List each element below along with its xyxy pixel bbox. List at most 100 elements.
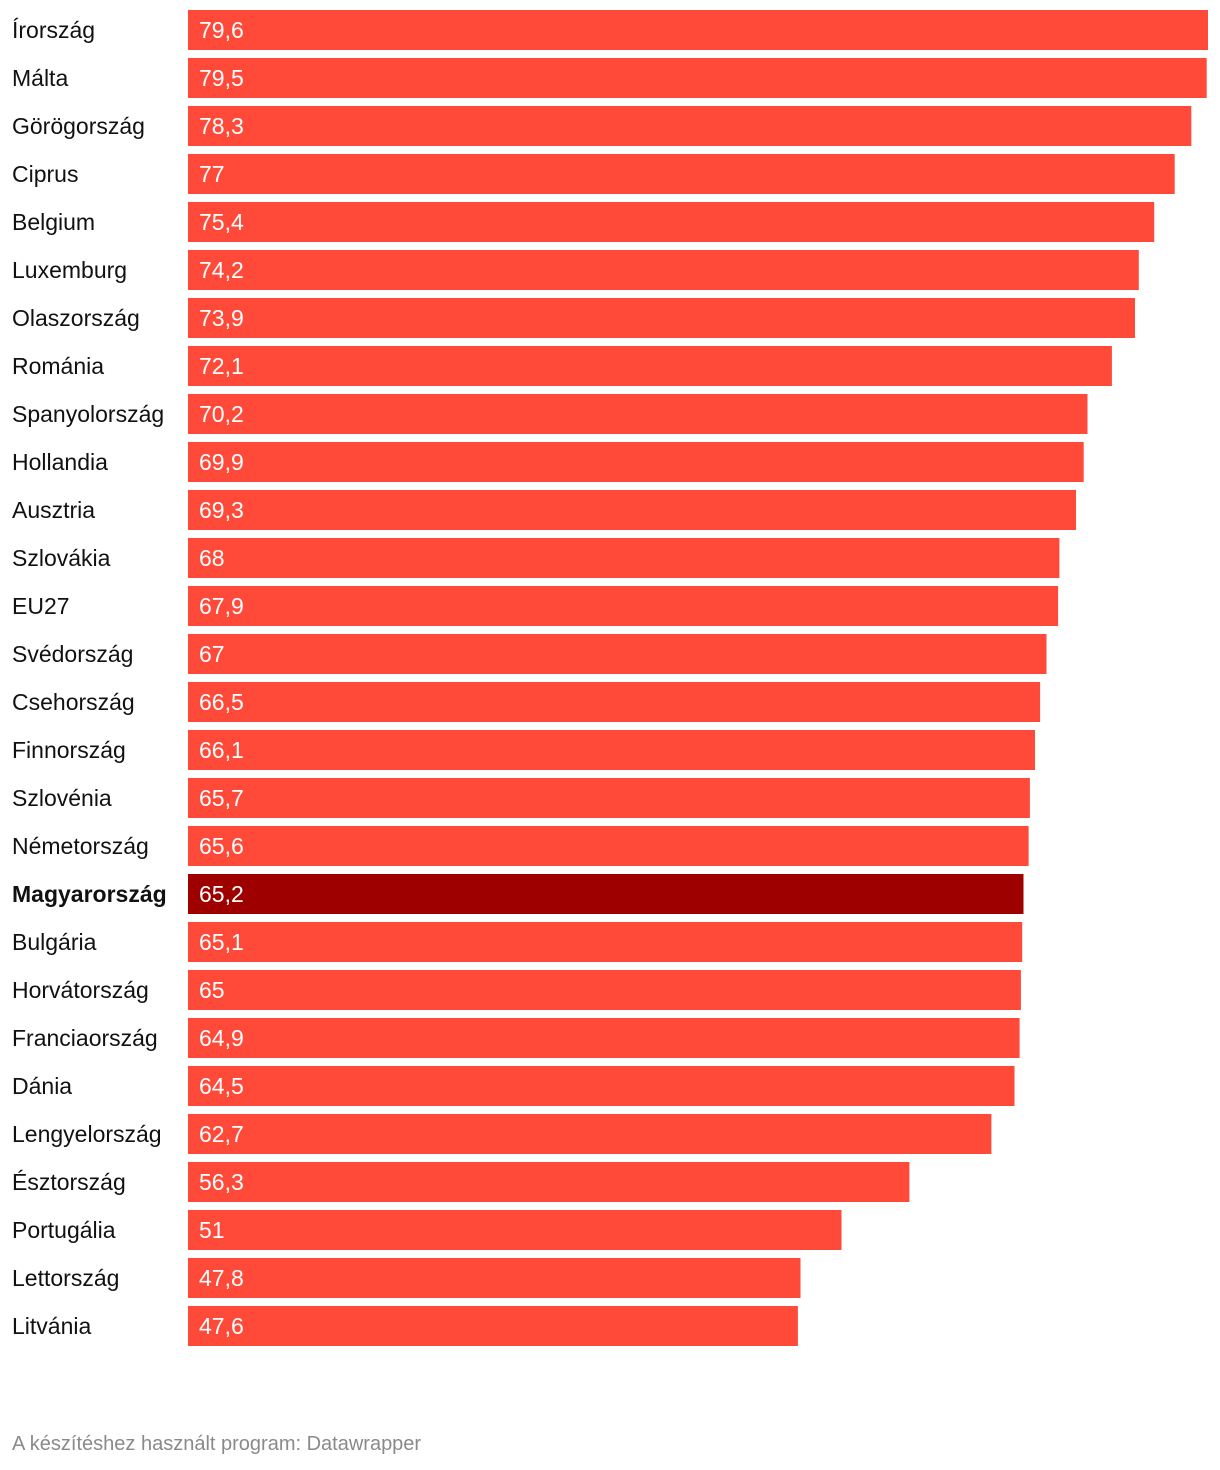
bar-row-olaszorszag: Olaszország 73,9 xyxy=(12,298,1135,338)
bar-highlighted xyxy=(188,874,1024,914)
bar xyxy=(188,1162,910,1202)
value-label: 72,1 xyxy=(199,353,244,379)
bar-row-irorszag: Írország 79,6 xyxy=(12,10,1208,50)
bar xyxy=(188,1210,842,1250)
category-label: Észtország xyxy=(12,1169,126,1195)
category-label: Spanyolország xyxy=(12,401,164,427)
bar xyxy=(188,970,1021,1010)
bar-row-ausztria: Ausztria 69,3 xyxy=(12,490,1076,530)
bar-row-hollandia: Hollandia 69,9 xyxy=(12,442,1084,482)
bar-row-horvatorszag: Horvátország 65 xyxy=(12,970,1021,1010)
bar xyxy=(188,1114,992,1154)
value-label: 78,3 xyxy=(199,113,244,139)
value-label: 65,6 xyxy=(199,833,244,859)
bar xyxy=(188,346,1112,386)
bar xyxy=(188,58,1207,98)
bar xyxy=(188,778,1030,818)
value-label: 75,4 xyxy=(199,209,244,235)
bar xyxy=(188,1258,801,1298)
bar xyxy=(188,826,1029,866)
value-label: 47,8 xyxy=(199,1265,244,1291)
value-label: 74,2 xyxy=(199,257,244,283)
bar xyxy=(188,202,1155,242)
category-label: Románia xyxy=(12,353,104,379)
value-label: 65,7 xyxy=(199,785,244,811)
bar-row-malta: Málta 79,5 xyxy=(12,58,1207,98)
category-label: Németország xyxy=(12,833,149,859)
bar-row-portugalia: Portugália 51 xyxy=(12,1210,842,1250)
category-label: Szlovákia xyxy=(12,545,111,571)
value-label: 66,1 xyxy=(199,737,244,763)
bar xyxy=(188,730,1035,770)
value-label: 69,3 xyxy=(199,497,244,523)
bar-row-luxemburg: Luxemburg 74,2 xyxy=(12,250,1139,290)
value-label: 67,9 xyxy=(199,593,244,619)
bar xyxy=(188,1306,798,1346)
category-label: Írország xyxy=(12,17,95,43)
bar-row-csehorszag: Csehország 66,5 xyxy=(12,682,1041,722)
category-label: Portugália xyxy=(12,1217,116,1243)
bar-row-belgium: Belgium 75,4 xyxy=(12,202,1155,242)
category-label: Horvátország xyxy=(12,977,149,1003)
bar xyxy=(188,922,1023,962)
bar-row-romania: Románia 72,1 xyxy=(12,346,1112,386)
category-label: Magyarország xyxy=(12,881,167,907)
category-label: Ciprus xyxy=(12,161,78,187)
category-label: Málta xyxy=(12,65,68,91)
bar xyxy=(188,298,1135,338)
bar-row-bulgaria: Bulgária 65,1 xyxy=(12,922,1023,962)
bar-row-litvania: Litvánia 47,6 xyxy=(12,1306,798,1346)
category-label: Belgium xyxy=(12,209,95,235)
bar-row-dania: Dánia 64,5 xyxy=(12,1066,1015,1106)
bar-row-esztorszag: Észtország 56,3 xyxy=(12,1162,910,1202)
category-label: Franciaország xyxy=(12,1025,158,1051)
value-label: 64,9 xyxy=(199,1025,244,1051)
bar-row-finnorszag: Finnország 66,1 xyxy=(12,730,1035,770)
bar xyxy=(188,394,1088,434)
category-label: Olaszország xyxy=(12,305,140,331)
category-label: Csehország xyxy=(12,689,135,715)
bar xyxy=(188,1018,1020,1058)
value-label: 79,5 xyxy=(199,65,244,91)
category-label: Hollandia xyxy=(12,449,108,475)
value-label: 62,7 xyxy=(199,1121,244,1147)
value-label: 65,2 xyxy=(199,881,244,907)
category-label: EU27 xyxy=(12,593,70,619)
value-label: 73,9 xyxy=(199,305,244,331)
bar xyxy=(188,682,1041,722)
bar-row-spanyolorszag: Spanyolország 70,2 xyxy=(12,394,1088,434)
bar xyxy=(188,442,1084,482)
value-label: 66,5 xyxy=(199,689,244,715)
bar-row-szlovenia: Szlovénia 65,7 xyxy=(12,778,1030,818)
bar-row-lettorszag: Lettország 47,8 xyxy=(12,1258,801,1298)
value-label: 68 xyxy=(199,545,225,571)
value-label: 69,9 xyxy=(199,449,244,475)
bar-row-lengyelorszag: Lengyelország 62,7 xyxy=(12,1114,992,1154)
bar-chart: Írország 79,6 Málta 79,5 Görögország 78,3 Cipr… xyxy=(12,10,1208,1346)
value-label: 77 xyxy=(199,161,225,187)
bar xyxy=(188,586,1059,626)
category-label: Görögország xyxy=(12,113,145,139)
category-label: Litvánia xyxy=(12,1313,91,1339)
bar xyxy=(188,250,1139,290)
category-label: Luxemburg xyxy=(12,257,127,283)
category-label: Lettország xyxy=(12,1265,119,1291)
bar-row-magyarorszag: Magyarország 65,2 xyxy=(12,874,1024,914)
category-label: Ausztria xyxy=(12,497,95,523)
bar xyxy=(188,106,1192,146)
category-label: Svédország xyxy=(12,641,133,667)
value-label: 47,6 xyxy=(199,1313,244,1339)
footer-credit: A készítéshez használt program: Datawrap… xyxy=(12,1433,422,1455)
bar-row-gorogorszag: Görögország 78,3 xyxy=(12,106,1192,146)
bar xyxy=(188,538,1060,578)
value-label: 70,2 xyxy=(199,401,244,427)
bar-row-szlovakia: Szlovákia 68 xyxy=(12,538,1060,578)
bar-row-svedorszag: Svédország 67 xyxy=(12,634,1047,674)
category-label: Bulgária xyxy=(12,929,97,955)
bar xyxy=(188,634,1047,674)
bar-row-nemetorszag: Németország 65,6 xyxy=(12,826,1029,866)
value-label: 64,5 xyxy=(199,1073,244,1099)
category-label: Finnország xyxy=(12,737,126,763)
value-label: 79,6 xyxy=(199,17,244,43)
category-label: Lengyelország xyxy=(12,1121,162,1147)
